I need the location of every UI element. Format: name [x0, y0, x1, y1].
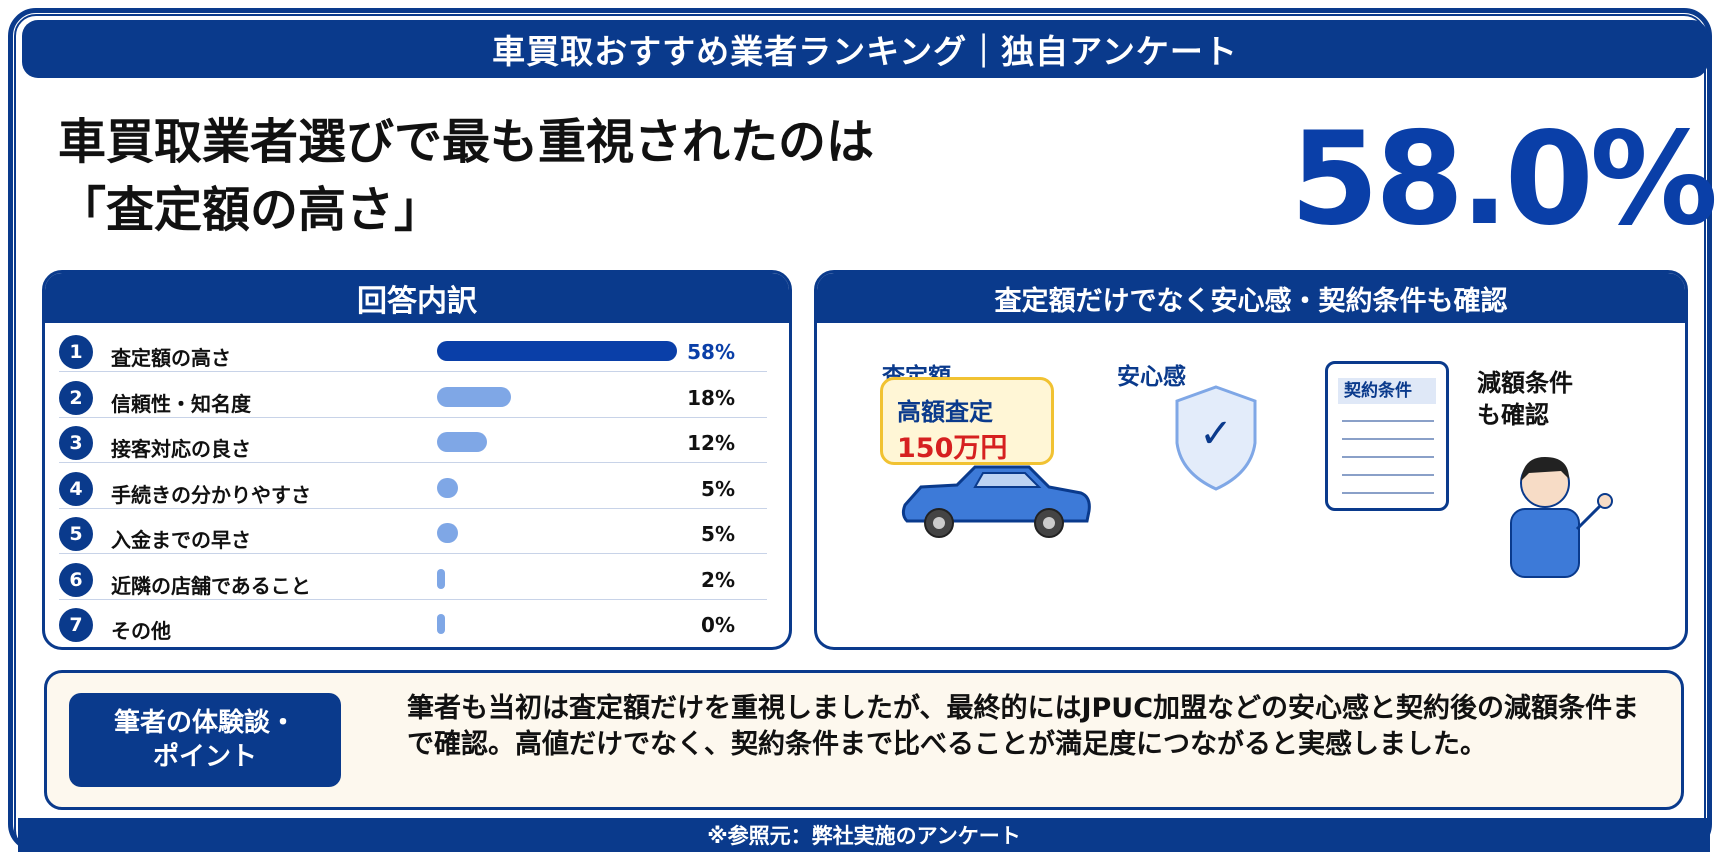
breakdown-title: 回答内訳 [357, 284, 477, 319]
rank-label: 近隣の店舗であること [111, 573, 311, 598]
price-box: 高額査定 150万円 [880, 377, 1054, 465]
ranking-row: 6 近隣の店舗であること 2% [59, 555, 767, 600]
ranking-row: 4 手続きの分かりやすさ 5% [59, 464, 767, 509]
headline-line1: 車買取業者選びで最も重視されたのは [58, 114, 875, 170]
breakdown-panel: 回答内訳 1 査定額の高さ 58% 2 信頼性・知名度 18% 3 接客対応の良さ 12% 4 手続… [42, 270, 792, 650]
shield-icon [1175, 385, 1257, 491]
illustration-area: 査定額 高額査定 150万円 安心感 ✓ 契約条件 減額条件 も確 [817, 273, 1685, 647]
price-box-title: 高額査定 [897, 398, 993, 426]
check-mark: ✓ [1199, 411, 1233, 457]
document-line [1342, 456, 1434, 458]
rank-label: 接客対応の良さ [111, 437, 251, 461]
illustration-title: 査定額だけでなく安心感・契約条件も確認 [994, 285, 1508, 317]
rank-label: 信頼性・知名度 [111, 391, 251, 416]
car-icon [901, 465, 1091, 538]
bar [437, 432, 487, 452]
rank-number: 6 [59, 562, 93, 597]
banner-title: 車買取おすすめ業者ランキング｜独自アンケート [492, 32, 1238, 71]
note-tag-line1: 筆者の体験談・ [113, 708, 296, 738]
rank-label: 査定額の高さ [111, 346, 231, 370]
contract-document: 契約条件 [1325, 361, 1449, 511]
rank-label: その他 [111, 619, 171, 643]
rank-value: 18% [687, 385, 735, 410]
bar-track [437, 432, 677, 452]
highlight-percent: 58.0% [1290, 105, 1718, 254]
ranking-row: 2 信頼性・知名度 18% [59, 373, 767, 418]
document-line [1342, 420, 1434, 422]
bar-track [437, 477, 677, 498]
bar [437, 477, 458, 498]
top-banner: 車買取おすすめ業者ランキング｜独自アンケート [22, 20, 1708, 78]
rank-number: 5 [59, 517, 93, 551]
price-box-value: 150万円 [897, 433, 1008, 464]
ranking-row: 3 接客対応の良さ 12% [59, 418, 767, 463]
source-text: ※参照元：弊社実施のアンケート [707, 824, 1021, 848]
bar [437, 523, 458, 543]
rank-value: 5% [701, 476, 735, 501]
reduction-note: 減額条件 も確認 [1477, 367, 1573, 431]
source-footer: ※参照元：弊社実施のアンケート [18, 818, 1710, 852]
author-note-tag: 筆者の体験談・ ポイント [69, 693, 341, 787]
ranking-row: 7 その他 0% [59, 600, 767, 644]
document-line [1342, 492, 1434, 494]
bar-track [437, 614, 677, 634]
person-icon [1510, 457, 1613, 578]
document-line [1342, 438, 1434, 440]
headline: 車買取業者選びで最も重視されたのは 「査定額の高さ」 [58, 108, 874, 244]
illustration-panel-header: 査定額だけでなく安心感・契約条件も確認 [817, 273, 1685, 323]
rank-value: 12% [687, 431, 735, 455]
rank-value: 58% [687, 340, 735, 364]
ranking-row: 5 入金までの早さ 5% [59, 509, 767, 554]
bar-track [437, 386, 677, 407]
ranking-row: 1 査定額の高さ 58% [59, 327, 767, 372]
reduction-line2: も確認 [1477, 401, 1549, 429]
rank-number: 4 [59, 471, 93, 506]
rank-number: 2 [59, 380, 93, 415]
rank-value: 0% [701, 613, 735, 637]
note-tag-line2: ポイント [152, 742, 257, 772]
rank-number: 7 [59, 608, 93, 642]
rank-value: 5% [701, 522, 735, 546]
bar [437, 386, 512, 407]
rank-number: 1 [59, 335, 93, 369]
author-note-box: 筆者の体験談・ ポイント 筆者も当初は査定額だけを重視しましたが、最終的にはJP… [44, 670, 1684, 810]
safety-label: 安心感 [1117, 364, 1186, 390]
document-title: 契約条件 [1338, 378, 1436, 404]
illustration-panel: 査定額だけでなく安心感・契約条件も確認 査定額 高額査定 150万円 安心感 ✓… [814, 270, 1688, 650]
breakdown-panel-header: 回答内訳 [45, 273, 789, 323]
bar [437, 568, 446, 589]
bar-track [437, 523, 677, 543]
rank-number: 3 [59, 426, 93, 460]
author-note-text: 筆者も当初は査定額だけを重視しましたが、最終的にはJPUC加盟などの安心感と契約… [407, 693, 1640, 760]
document-line [1342, 474, 1434, 476]
reduction-line1: 減額条件 [1477, 369, 1573, 397]
rank-label: 入金までの早さ [111, 528, 251, 552]
rank-value: 2% [701, 567, 735, 592]
rank-label: 手続きの分かりやすさ [111, 482, 311, 507]
bar-track [437, 568, 677, 589]
headline-line2: 「査定額の高さ」 [58, 182, 443, 238]
bar-track [437, 341, 677, 361]
bar [437, 614, 445, 634]
bar [437, 341, 677, 361]
